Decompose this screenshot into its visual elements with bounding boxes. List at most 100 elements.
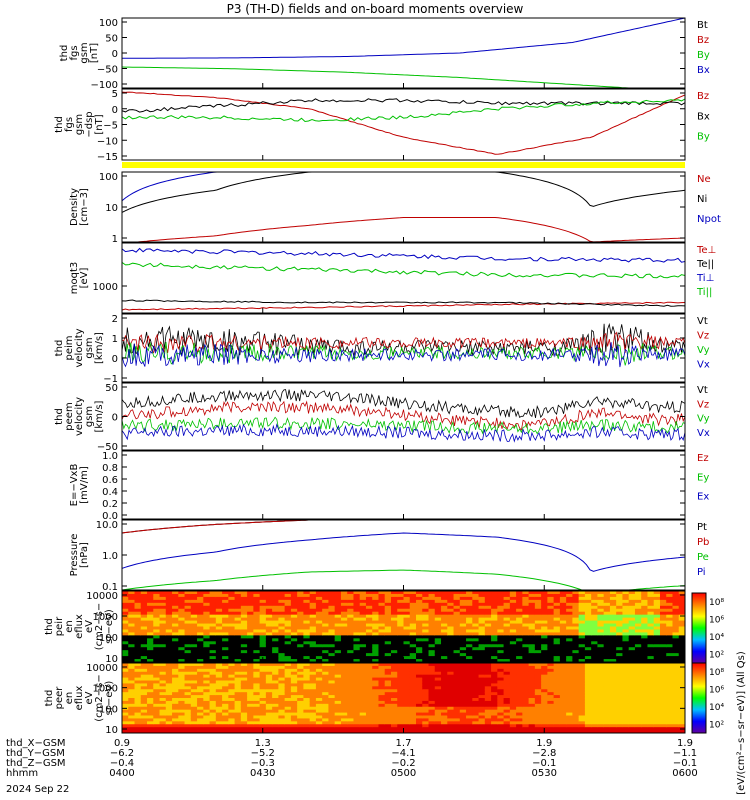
spectrogram-cell [209, 689, 217, 693]
spectrogram-cell [441, 712, 448, 717]
spectrogram-cell [591, 650, 599, 654]
spectrogram-cell [140, 591, 148, 595]
spectrogram-cell [134, 727, 142, 731]
spectrogram-cell [453, 611, 461, 616]
spectrogram-cell [497, 629, 505, 634]
spectrogram-cell [134, 656, 142, 660]
spectrogram-cell [484, 718, 492, 722]
spectrogram-cell [278, 730, 286, 733]
spectrogram-cell [597, 715, 605, 720]
spectrogram-cell [484, 721, 492, 725]
spectrogram-cell [641, 593, 649, 598]
spectrogram-cell [484, 674, 492, 679]
spectrogram-cell [603, 656, 611, 660]
spectrogram-cell [265, 632, 273, 636]
spectrogram-cell [653, 671, 661, 676]
spectrogram-cell [622, 677, 630, 682]
spectrogram-cell [597, 591, 605, 595]
spectrogram-cell [466, 689, 473, 693]
spectrogram-cell [172, 650, 179, 654]
spectrogram-cell [340, 635, 348, 639]
spectrogram-cell [353, 596, 361, 601]
spectrogram-cell [197, 629, 204, 634]
spectrogram-cell [472, 718, 480, 722]
spectrogram-cell [240, 689, 248, 693]
spectrogram-cell [509, 706, 517, 711]
spectrogram-cell [297, 611, 305, 616]
spectrogram-cell [584, 663, 592, 667]
spectrogram-cell [603, 709, 611, 714]
spectrogram-cell [672, 623, 680, 628]
spectrogram-cell [347, 703, 355, 708]
spectrogram-cell [215, 605, 223, 610]
spectrogram-cell [447, 715, 455, 720]
spectrogram-cell [466, 700, 473, 705]
spectrogram-cell [122, 709, 129, 714]
spectrogram-cell [290, 671, 298, 676]
spectrogram-cell [566, 596, 573, 601]
spectrogram-cell [153, 692, 161, 696]
spectrogram-cell [284, 614, 292, 619]
spectrogram-cell [222, 659, 229, 662]
spectrogram-cell [172, 599, 179, 604]
spectrogram-cell [416, 591, 423, 595]
spectrogram-cell [591, 611, 599, 616]
spectrogram-cell [484, 650, 492, 654]
spectrogram-cell [228, 605, 236, 610]
spectrogram-cell [541, 629, 548, 634]
spectrogram-cell [347, 668, 355, 673]
spectrogram-cell [259, 647, 267, 651]
spectrogram-cell [584, 686, 592, 690]
spectrogram-cell [447, 641, 455, 645]
spectrogram-cell [309, 623, 317, 628]
spectrogram-cell [441, 596, 448, 601]
spectrogram-cell [678, 629, 685, 634]
spectrogram-cell [397, 695, 405, 699]
spectrogram-cell [215, 629, 223, 634]
spectrogram-cell [403, 721, 411, 725]
spectrogram-cell [466, 712, 473, 717]
spectrogram-cell [447, 617, 455, 622]
spectrogram-cell [290, 686, 298, 690]
spectrogram-cell [134, 620, 142, 625]
spectrogram-cell [641, 724, 649, 728]
spectrogram-cell [559, 596, 567, 601]
spectrogram-cell [609, 602, 617, 607]
spectrogram-cell [153, 602, 161, 607]
spectrogram-cell [365, 629, 373, 634]
spectrogram-cell [222, 629, 229, 634]
spectrogram-cell [403, 617, 411, 622]
spectrogram-cell [190, 638, 198, 642]
spectrogram-cell [547, 706, 555, 711]
spectrogram-cell [553, 656, 561, 660]
spectrogram-cell [259, 680, 267, 685]
spectrogram-cell [628, 700, 636, 705]
spectrogram-cell [240, 659, 248, 662]
spectrogram-cell [253, 686, 261, 690]
spectrogram-cell [153, 644, 161, 648]
spectrogram-cell [190, 715, 198, 720]
spectrogram-cell [403, 727, 411, 731]
spectrogram-cell [503, 730, 511, 733]
series-Ti⊥ [122, 247, 685, 263]
spectrogram-cell [409, 617, 417, 622]
spectrogram-cell [253, 620, 261, 625]
spectrogram-cell [659, 644, 667, 648]
spectrogram-cell [634, 647, 642, 651]
spectrogram-cell [453, 617, 461, 622]
spectrogram-cell [184, 706, 192, 711]
spectrogram-cell [416, 659, 423, 662]
spectrogram-cell [416, 614, 423, 619]
spectrogram-cell [209, 659, 217, 662]
spectrogram-cell [128, 608, 136, 613]
spectrogram-cell [222, 635, 229, 639]
spectrogram-cell [240, 608, 248, 613]
spectrogram-cell [453, 724, 461, 728]
spectrogram-cell [147, 706, 154, 711]
spectrogram-cell [553, 620, 561, 625]
spectrogram-cell [509, 730, 517, 733]
spectrogram-cell [134, 721, 142, 725]
legend-Vz: Vz [697, 331, 709, 342]
spectrogram-cell [378, 602, 386, 607]
spectrogram-cell [478, 602, 486, 607]
